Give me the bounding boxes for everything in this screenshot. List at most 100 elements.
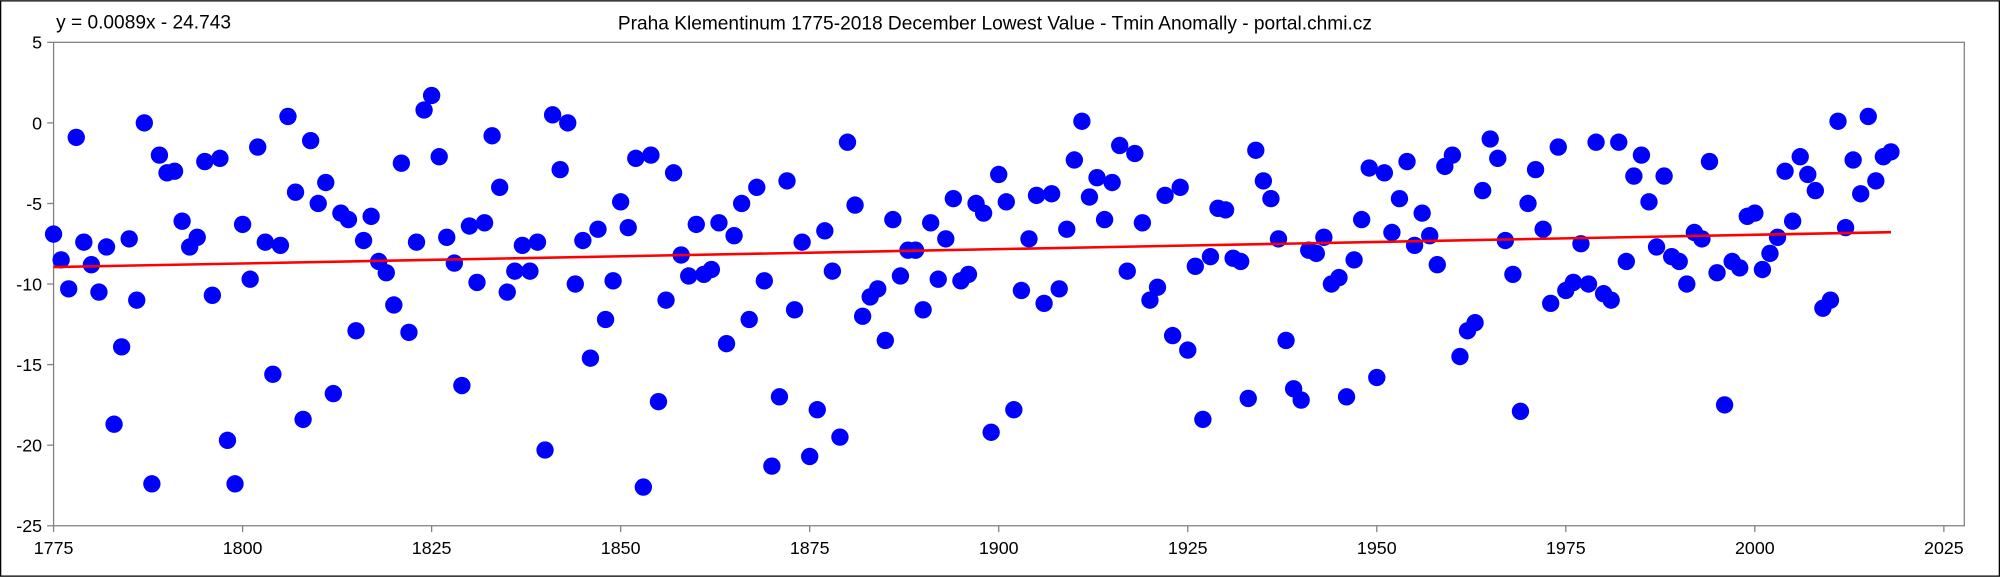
data-point [1398, 152, 1416, 171]
data-point [1534, 220, 1552, 238]
data-point [60, 280, 78, 298]
data-point [528, 233, 547, 251]
data-point [1307, 244, 1325, 263]
data-point [173, 212, 191, 230]
data-point [1451, 347, 1469, 366]
data-point [876, 331, 894, 350]
data-point [1655, 167, 1673, 185]
data-point [1171, 178, 1189, 197]
data-point [1186, 257, 1204, 275]
data-point [1201, 247, 1220, 266]
data-point [377, 264, 395, 282]
data-point [279, 107, 297, 126]
data-point [1216, 201, 1235, 219]
data-point [725, 227, 743, 245]
data-point [1337, 388, 1356, 406]
data-point [67, 128, 85, 147]
data-point [483, 127, 501, 145]
data-point [732, 194, 751, 213]
data-point [1443, 146, 1462, 164]
data-point [1466, 314, 1484, 332]
data-point [763, 457, 781, 475]
data-point [1375, 164, 1394, 182]
data-point [211, 149, 229, 168]
data-point [793, 233, 811, 251]
data-point [778, 172, 796, 190]
data-point [551, 160, 569, 179]
data-point [1058, 220, 1076, 238]
data-point [1640, 193, 1658, 211]
data-point [468, 273, 486, 292]
data-point [135, 114, 153, 132]
data-point [1526, 160, 1545, 179]
data-point [589, 220, 607, 238]
data-point [354, 231, 373, 250]
trendline-group [53, 230, 1891, 269]
data-point [1867, 172, 1885, 190]
data-point [1821, 291, 1840, 309]
data-point [1012, 281, 1031, 300]
data-point [990, 165, 1008, 184]
data-point [1602, 291, 1620, 309]
data-point [90, 283, 108, 301]
data-point [339, 210, 358, 229]
data-point [1693, 230, 1711, 248]
data-point [1345, 251, 1363, 269]
data-point [1587, 133, 1605, 151]
data-point [831, 428, 849, 446]
data-point [1156, 186, 1174, 205]
data-point [1564, 273, 1583, 292]
data-point [959, 265, 978, 284]
data-point [1504, 265, 1522, 284]
x-tick-label: 1850 [601, 538, 641, 558]
data-point [128, 291, 146, 309]
data-point [846, 196, 864, 214]
data-point [619, 218, 637, 237]
data-point [1753, 260, 1772, 279]
data-point [438, 228, 456, 246]
data-point [324, 384, 343, 403]
x-tick-label: 1900 [979, 538, 1019, 558]
data-point [1678, 275, 1696, 293]
y-tick-label: 0 [32, 113, 42, 133]
data-point [1005, 401, 1023, 419]
data-point [1239, 389, 1257, 408]
data-point [1035, 294, 1053, 313]
x-tick-label: 1775 [34, 538, 74, 558]
data-point [1700, 152, 1719, 171]
x-tick-label: 1975 [1546, 538, 1586, 558]
data-point [1859, 107, 1877, 126]
x-tick-label: 1875 [790, 538, 830, 558]
data-point [112, 338, 131, 356]
x-tick-label: 2025 [1924, 538, 1964, 558]
data-point [1768, 228, 1787, 246]
data-point [143, 475, 161, 493]
data-point [1179, 341, 1197, 359]
data-point [1232, 252, 1250, 271]
data-point [506, 262, 524, 280]
data-point [634, 478, 653, 496]
x-tick-label: 1825 [412, 538, 452, 558]
data-point [1277, 331, 1295, 350]
data-point [52, 251, 70, 269]
data-point [1882, 143, 1900, 161]
data-point [1111, 136, 1129, 155]
data-point [347, 322, 365, 340]
data-point [1511, 402, 1530, 421]
x-tick-label: 2000 [1735, 538, 1775, 558]
data-point [1625, 167, 1643, 185]
data-point [1829, 112, 1847, 130]
data-point [150, 146, 169, 164]
data-point [82, 256, 101, 274]
data-point [884, 210, 902, 229]
data-point [823, 262, 842, 280]
data-point [1844, 151, 1862, 169]
data-point [1133, 214, 1152, 232]
y-tick-label: -25 [16, 516, 42, 536]
data-point [1262, 189, 1280, 208]
data-point [165, 162, 184, 180]
data-point [1118, 262, 1136, 280]
data-point [1050, 280, 1068, 298]
y-tick-label: -15 [16, 355, 42, 375]
data-point [1473, 181, 1492, 200]
